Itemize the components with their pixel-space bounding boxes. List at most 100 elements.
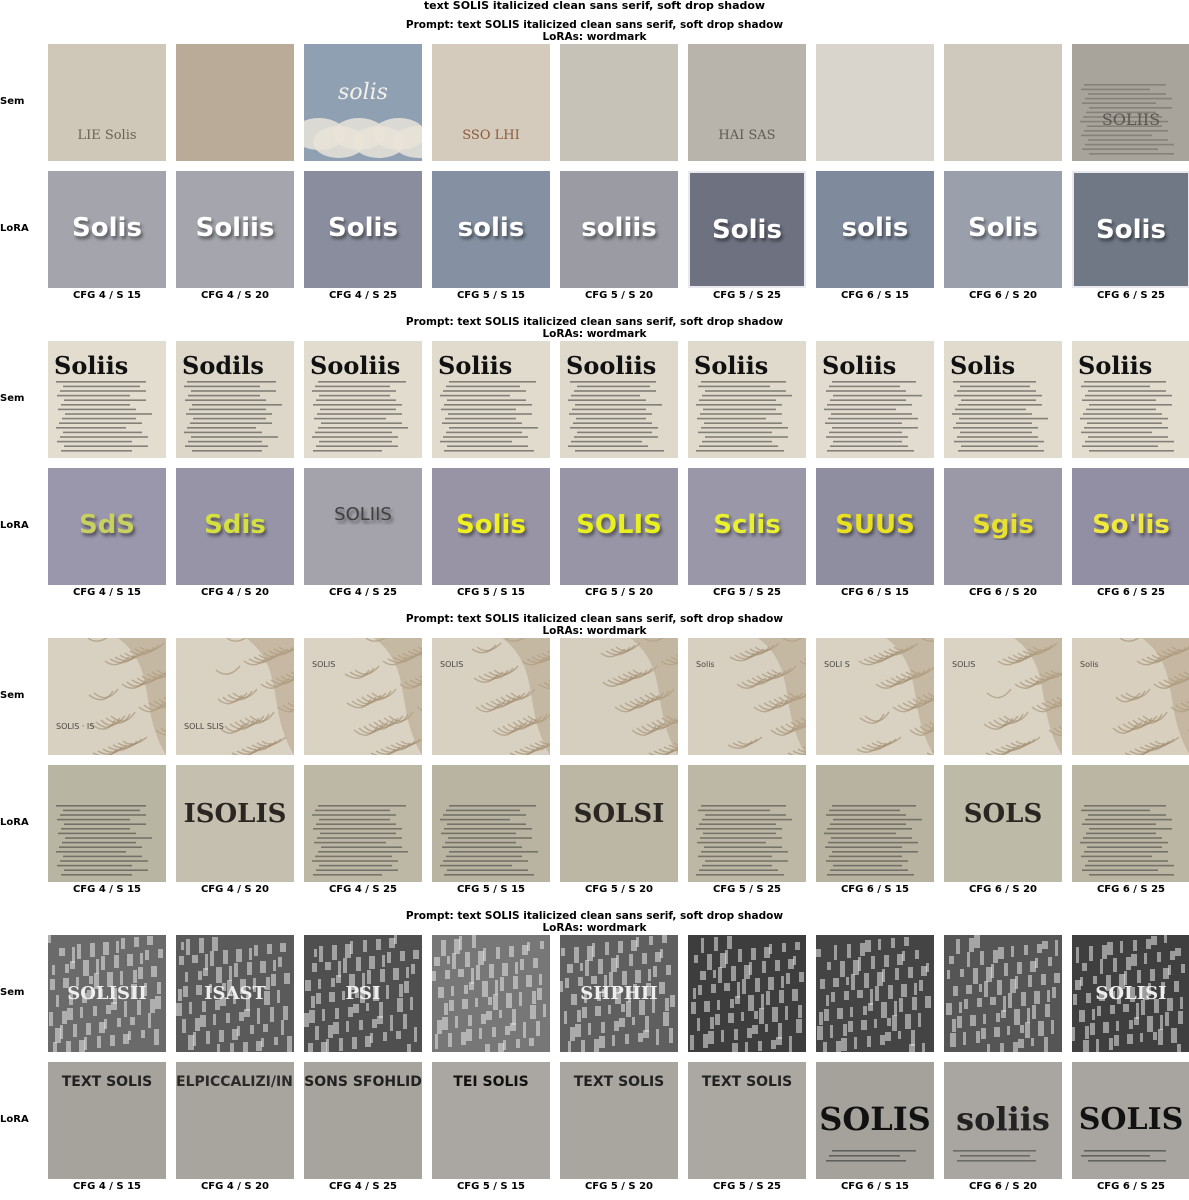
result-image-tile[interactable]: SOLIS <box>1072 1062 1189 1179</box>
tile-texture <box>471 638 550 755</box>
result-image-tile[interactable]: TEXT SOLIS <box>688 1062 806 1179</box>
tile-wordmark: solis <box>457 213 525 243</box>
result-image-tile[interactable]: Soliis <box>48 341 166 458</box>
result-image-tile[interactable]: SOLISI <box>1072 935 1189 1052</box>
result-image-tile[interactable]: SHPHII <box>560 935 678 1052</box>
tile-texture <box>1112 638 1189 755</box>
result-image-tile[interactable]: SOLS <box>944 765 1062 882</box>
cell-settings-label: CFG 5 / S 25 <box>712 884 782 895</box>
result-image-tile[interactable]: PSI <box>304 935 422 1052</box>
result-image-tile[interactable] <box>304 765 422 882</box>
tile-wordmark: soliis <box>956 1100 1050 1138</box>
tile-wordmark: PSI <box>345 983 381 1004</box>
result-image-tile[interactable] <box>816 44 934 161</box>
result-image-tile[interactable]: Sooliis <box>304 341 422 458</box>
result-image-tile[interactable]: HAI SAS <box>688 44 806 161</box>
result-image-tile[interactable]: SSO LHI <box>432 44 550 161</box>
result-image-tile[interactable]: SONS SFOHLID <box>304 1062 422 1179</box>
result-image-tile[interactable]: SOLI S <box>816 638 934 755</box>
cell-settings-label: CFG 4 / S 20 <box>200 290 270 301</box>
cell-settings-label: CFG 6 / S 15 <box>840 884 910 895</box>
tile-wordmark: SOLIS <box>819 1100 931 1138</box>
lora-title: LoRAs: wordmark <box>542 922 647 934</box>
tile-wordmark: SUUS <box>835 510 915 540</box>
result-image-tile[interactable] <box>560 44 678 161</box>
result-image-tile[interactable] <box>432 935 550 1052</box>
result-image-tile[interactable]: Solis <box>304 171 422 288</box>
result-image-tile[interactable]: soliis <box>560 171 678 288</box>
result-image-tile[interactable]: SOLSI <box>560 765 678 882</box>
result-image-tile[interactable]: Soliis <box>176 171 294 288</box>
result-image-tile[interactable]: SOLL SLIS <box>176 638 294 755</box>
result-image-tile[interactable]: TEXT SOLIS <box>560 1062 678 1179</box>
result-image-tile[interactable]: ELPICCALIZI/INES <box>176 1062 294 1179</box>
tile-texture <box>1080 84 1174 155</box>
result-image-tile[interactable]: Soliis <box>1072 341 1189 458</box>
result-image-tile[interactable]: SOLIIS <box>304 468 422 585</box>
result-image-tile[interactable]: solis <box>304 44 422 161</box>
result-image-tile[interactable]: Solis <box>944 171 1062 288</box>
result-image-tile[interactable]: So'lis <box>1072 468 1189 585</box>
result-image-tile[interactable]: SOLIS <box>304 638 422 755</box>
result-image-tile[interactable]: Soliis <box>816 341 934 458</box>
result-image-tile[interactable]: Sclis <box>688 468 806 585</box>
result-image-tile[interactable] <box>1072 765 1189 882</box>
cell-settings-label: CFG 4 / S 25 <box>328 884 398 895</box>
result-image-tile[interactable]: Sodils <box>176 341 294 458</box>
result-image-tile[interactable] <box>48 765 166 882</box>
result-image-tile[interactable] <box>688 765 806 882</box>
result-image-tile[interactable] <box>560 638 678 755</box>
result-image-tile[interactable]: SdS <box>48 468 166 585</box>
cell-settings-label: CFG 5 / S 20 <box>584 290 654 301</box>
result-image-tile[interactable]: TEXT SOLIS <box>48 1062 166 1179</box>
result-image-tile[interactable] <box>816 765 934 882</box>
result-image-tile[interactable]: solis <box>432 171 550 288</box>
result-image-tile[interactable]: SOLIS <box>944 638 1062 755</box>
result-image-tile[interactable]: soliis <box>944 1062 1062 1179</box>
result-image-tile[interactable]: solis <box>816 171 934 288</box>
result-image-tile[interactable] <box>944 44 1062 161</box>
cell-settings-label: CFG 5 / S 20 <box>584 884 654 895</box>
tile-wordmark: Sgis <box>972 510 1034 540</box>
result-image-tile[interactable]: Solis <box>432 468 550 585</box>
result-image-tile[interactable]: Solis <box>688 638 806 755</box>
tile-wordmark: SOLS <box>963 799 1043 829</box>
prompt-block: Prompt: text SOLIS italicized clean sans… <box>0 8 1189 304</box>
result-image-tile[interactable]: Solis <box>688 171 806 288</box>
cell-settings-label: CFG 4 / S 25 <box>328 1181 398 1192</box>
result-image-tile[interactable]: SOLIS <box>560 468 678 585</box>
result-image-tile[interactable]: SUUS <box>816 468 934 585</box>
result-image-tile[interactable] <box>688 935 806 1052</box>
result-image-tile[interactable]: Sgis <box>944 468 1062 585</box>
result-image-tile[interactable]: Solis <box>48 171 166 288</box>
result-image-tile[interactable]: Solis <box>1072 638 1189 755</box>
tile-texture <box>953 1150 1036 1162</box>
tile-wordmark: SOLIS <box>1078 1102 1184 1137</box>
result-image-tile[interactable]: SOLIS · IS <box>48 638 166 755</box>
result-image-tile[interactable] <box>816 935 934 1052</box>
tile-texture <box>560 935 675 1052</box>
result-image-tile[interactable]: Soliis <box>688 341 806 458</box>
result-image-tile[interactable]: Sooliis <box>560 341 678 458</box>
result-image-tile[interactable]: ISOLIS <box>176 765 294 882</box>
result-image-tile[interactable]: Sdis <box>176 468 294 585</box>
result-image-tile[interactable]: TEI SOLIS <box>432 1062 550 1179</box>
tile-texture <box>1080 381 1174 452</box>
result-image-tile[interactable]: SOLISII <box>48 935 166 1052</box>
tile-texture <box>696 805 792 876</box>
result-image-tile[interactable]: ISAST <box>176 935 294 1052</box>
row-label-sem: Sem <box>0 393 25 404</box>
result-image-tile[interactable] <box>176 44 294 161</box>
result-image-tile[interactable] <box>944 935 1062 1052</box>
result-image-tile[interactable]: LIE Solis <box>48 44 166 161</box>
result-image-tile[interactable]: SOLIIS <box>1072 44 1189 161</box>
result-image-tile[interactable]: SOLIS <box>432 638 550 755</box>
result-image-tile[interactable]: Solis <box>1072 171 1189 288</box>
tile-wordmark: Sooliis <box>310 351 401 380</box>
result-image-tile[interactable]: SOLIS <box>816 1062 934 1179</box>
result-image-tile[interactable]: Solis <box>944 341 1062 458</box>
result-image-tile[interactable] <box>432 765 550 882</box>
tile-wordmark: HAI SAS <box>718 128 776 143</box>
cell-settings-label: CFG 4 / S 15 <box>72 290 142 301</box>
result-image-tile[interactable]: Soliis <box>432 341 550 458</box>
